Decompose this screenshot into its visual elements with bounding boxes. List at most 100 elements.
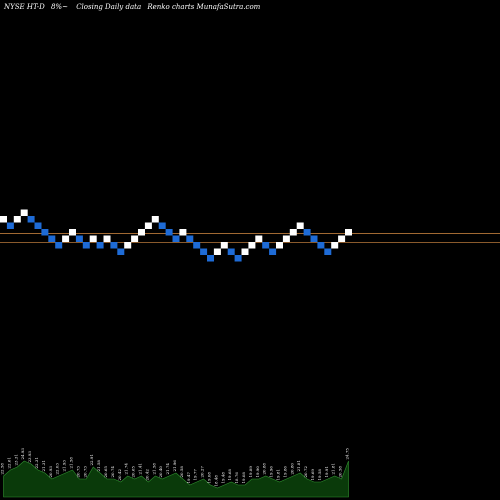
volume-value-label: 19.90 <box>255 466 260 478</box>
volume-value-label: 20.93 <box>48 466 53 478</box>
renko-brick-up <box>0 216 7 223</box>
volume-value-label: 22.91 <box>89 454 94 465</box>
renko-brick-down <box>6 222 14 229</box>
volume-value-label: 22.61 <box>6 457 11 468</box>
renko-brick-down <box>172 235 180 242</box>
volume-value-label: 20.40 <box>158 466 163 478</box>
volume-value-label: 20.74 <box>110 466 115 478</box>
renko-brick-down <box>55 242 63 249</box>
renko-brick-up <box>289 229 297 236</box>
renko-brick-up <box>69 229 76 236</box>
volume-value-label: 19.58 <box>317 469 322 481</box>
volume-area <box>3 460 349 498</box>
volume-value-label: 19.08 <box>207 472 212 484</box>
volume-value-label: 20.73 <box>82 466 87 478</box>
renko-brick-up <box>124 242 132 249</box>
renko-brick-down <box>193 242 201 249</box>
volume-value-label: 20.65 <box>131 466 136 478</box>
volume-value-label: 19.81 <box>276 469 281 480</box>
volume-value-label: 19.96 <box>269 466 274 478</box>
volume-value-label: 19.08 <box>241 472 246 484</box>
renko-brick-down <box>269 248 277 255</box>
volume-value-label: 19.77 <box>193 469 198 481</box>
renko-brick-down <box>207 255 214 262</box>
renko-brick-up <box>345 229 352 236</box>
renko-brick-up <box>179 229 187 236</box>
renko-brick-down <box>27 216 35 223</box>
volume-value-label: 19.47 <box>186 472 191 484</box>
renko-brick-up <box>276 242 283 249</box>
renko-bricks <box>0 209 352 262</box>
volume-value-label: 22.58 <box>0 463 5 475</box>
caption-params: 8%~ <box>51 3 68 11</box>
caption-chart-kind: Closing Daily data <box>76 3 141 11</box>
renko-brick-down <box>317 242 325 249</box>
chart-caption: NYSE HT-D 8%~ Closing Daily data Renko c… <box>3 3 261 11</box>
renko-brick-up <box>151 216 159 223</box>
renko-brick-down <box>227 248 235 255</box>
volume-value-label: 21.58 <box>96 460 101 472</box>
volume-value-label: 19.68 <box>227 469 232 481</box>
renko-brick-down <box>165 229 173 236</box>
renko-brick-up <box>20 209 28 216</box>
volume-value-label: 20.58 <box>179 466 184 478</box>
renko-brick-up <box>248 242 256 249</box>
volume-value-label: 21.31 <box>41 460 46 471</box>
volume-value-label: 24.93 <box>20 448 25 460</box>
volume-value-label: 19.69 <box>310 469 315 481</box>
renko-brick-down <box>48 235 56 242</box>
renko-brick-up <box>103 235 111 242</box>
volume-value-label: 21.81 <box>331 463 336 474</box>
volume-value-label: 23.31 <box>13 454 18 465</box>
renko-brick-down <box>303 229 311 236</box>
renko-brick-up <box>241 248 249 255</box>
renko-brick-up <box>138 229 145 236</box>
volume-value-label: 20.88 <box>262 463 267 475</box>
volume-value-label: 23.93 <box>27 451 32 463</box>
renko-brick-up <box>220 242 228 249</box>
renko-brick-up <box>131 235 139 242</box>
volume-value-label: 21.74 <box>165 463 170 475</box>
volume-value-label: 22.03 <box>55 463 60 475</box>
volume-value-label: 22.31 <box>34 457 39 468</box>
volume-value-label: 20.65 <box>103 466 108 478</box>
volume-value-label: 19.91 <box>324 466 329 477</box>
renko-brick-down <box>34 222 42 229</box>
volume-value-label: 20.58 <box>338 466 343 478</box>
volume-value-label: 18.76 <box>234 472 239 484</box>
volume-value-label: 21.93 <box>62 460 67 472</box>
volume-value-label: 20.42 <box>144 469 149 481</box>
volume-value-label: 19.86 <box>282 466 287 478</box>
renko-brick-down <box>186 235 194 242</box>
renko-brick-up <box>144 222 152 229</box>
volume-value-label: 20.27 <box>200 466 205 478</box>
volume-value-label: 24.75 <box>345 448 350 460</box>
renko-brick-down <box>75 235 83 242</box>
volume-value-label: 20.72 <box>303 466 308 478</box>
renko-brick-down <box>262 242 270 249</box>
renko-brick-up <box>296 222 304 229</box>
renko-brick-down <box>41 229 49 236</box>
renko-brick-up <box>62 235 70 242</box>
renko-brick-down <box>200 248 208 255</box>
renko-brick-down <box>96 242 104 249</box>
renko-brick-down <box>324 248 332 255</box>
renko-brick-up <box>213 248 221 255</box>
volume-value-label: 20.42 <box>117 469 122 481</box>
renko-brick-down <box>110 242 118 249</box>
renko-brick-up <box>338 235 346 242</box>
volume-value-label: 21.74 <box>124 463 129 475</box>
caption-symbol: NYSE HT-D <box>3 3 45 11</box>
volume-value-label: 20.73 <box>75 466 80 478</box>
renko-brick-up <box>255 235 263 242</box>
caption-brand: Renko charts MunafaSutra.com <box>146 3 260 11</box>
volume-value-label: 19.89 <box>248 466 253 478</box>
renko-brick-down <box>310 235 318 242</box>
renko-brick-up <box>13 216 21 223</box>
renko-brick-down <box>158 222 166 229</box>
volume-value-label: 20.80 <box>289 463 294 475</box>
volume-value-label: 21.41 <box>138 463 143 474</box>
renko-brick-down <box>82 242 90 249</box>
